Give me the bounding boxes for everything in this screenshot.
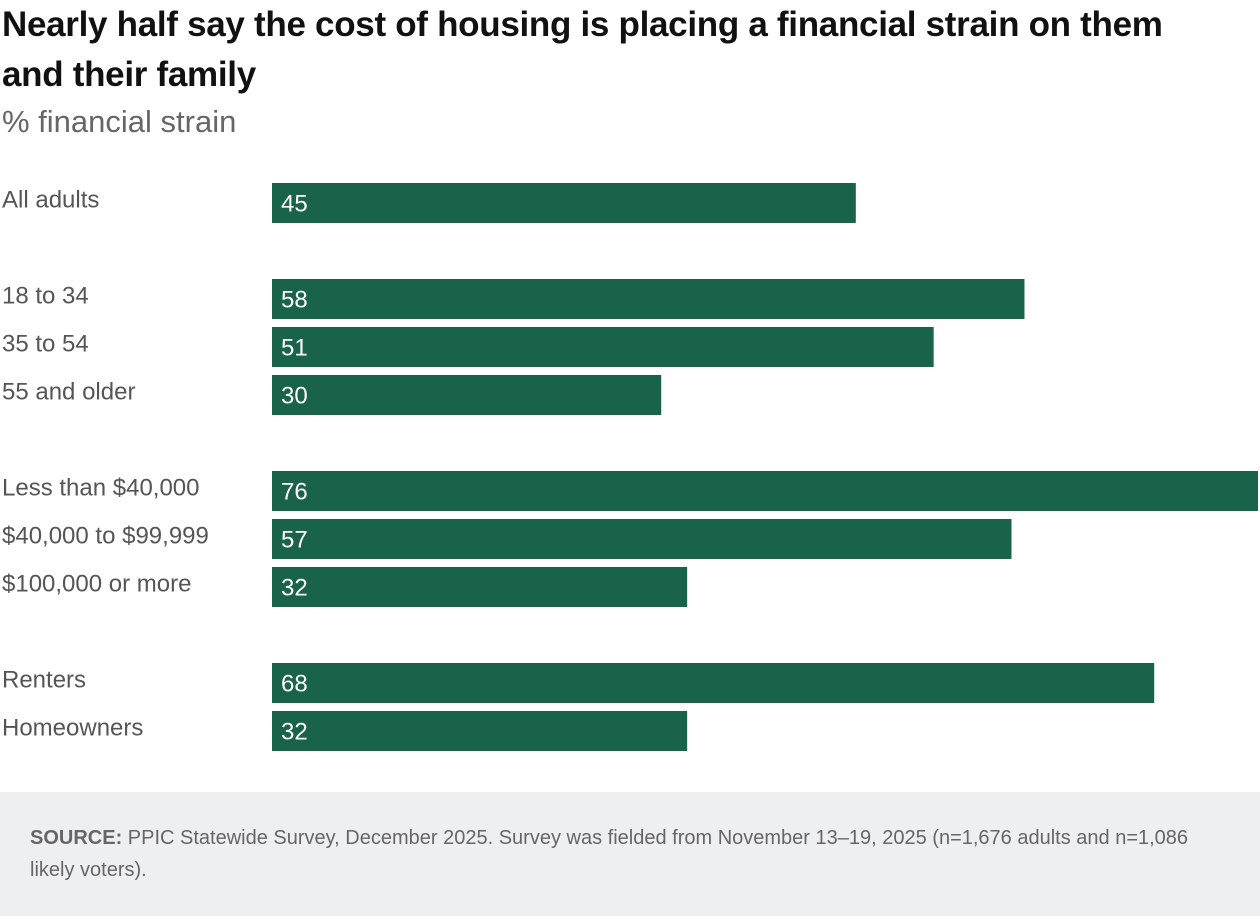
category-label: $40,000 to $99,999 <box>2 522 209 549</box>
value-label: 32 <box>281 574 308 601</box>
bar <box>272 663 1155 703</box>
value-label: 58 <box>281 286 308 313</box>
source-text: PPIC Statewide Survey, December 2025. Su… <box>30 827 1189 881</box>
value-label: 32 <box>281 718 308 745</box>
category-label: 55 and older <box>2 378 135 405</box>
value-label: 30 <box>281 382 308 409</box>
value-label: 51 <box>281 334 308 361</box>
category-label: 35 to 54 <box>2 330 89 357</box>
category-label: Renters <box>2 666 86 693</box>
chart-subtitle: % financial strain <box>2 104 237 139</box>
bar <box>272 279 1025 319</box>
source-label: SOURCE: <box>30 827 123 849</box>
footer: SOURCE: PPIC Statewide Survey, December … <box>0 792 1260 916</box>
bar <box>272 567 688 607</box>
value-label: 45 <box>281 190 308 217</box>
chart: All adults 45 18 to 34 58 35 to 54 51 55 and o… <box>2 183 1258 751</box>
category-label: Homeowners <box>2 714 143 741</box>
source-note: SOURCE: PPIC Statewide Survey, December … <box>30 822 1230 886</box>
bar <box>272 327 934 367</box>
bar <box>272 471 1258 511</box>
value-label: 76 <box>281 478 308 505</box>
bar <box>272 519 1012 559</box>
bar <box>272 711 688 751</box>
bar <box>272 183 856 223</box>
bar <box>272 375 662 415</box>
category-label: All adults <box>2 186 99 213</box>
category-label: Less than $40,000 <box>2 474 200 501</box>
chart-title: Nearly half say the cost of housing is p… <box>2 5 1163 94</box>
value-label: 57 <box>281 526 308 553</box>
category-label: $100,000 or more <box>2 570 191 597</box>
category-label: 18 to 34 <box>2 282 89 309</box>
value-label: 68 <box>281 670 308 697</box>
